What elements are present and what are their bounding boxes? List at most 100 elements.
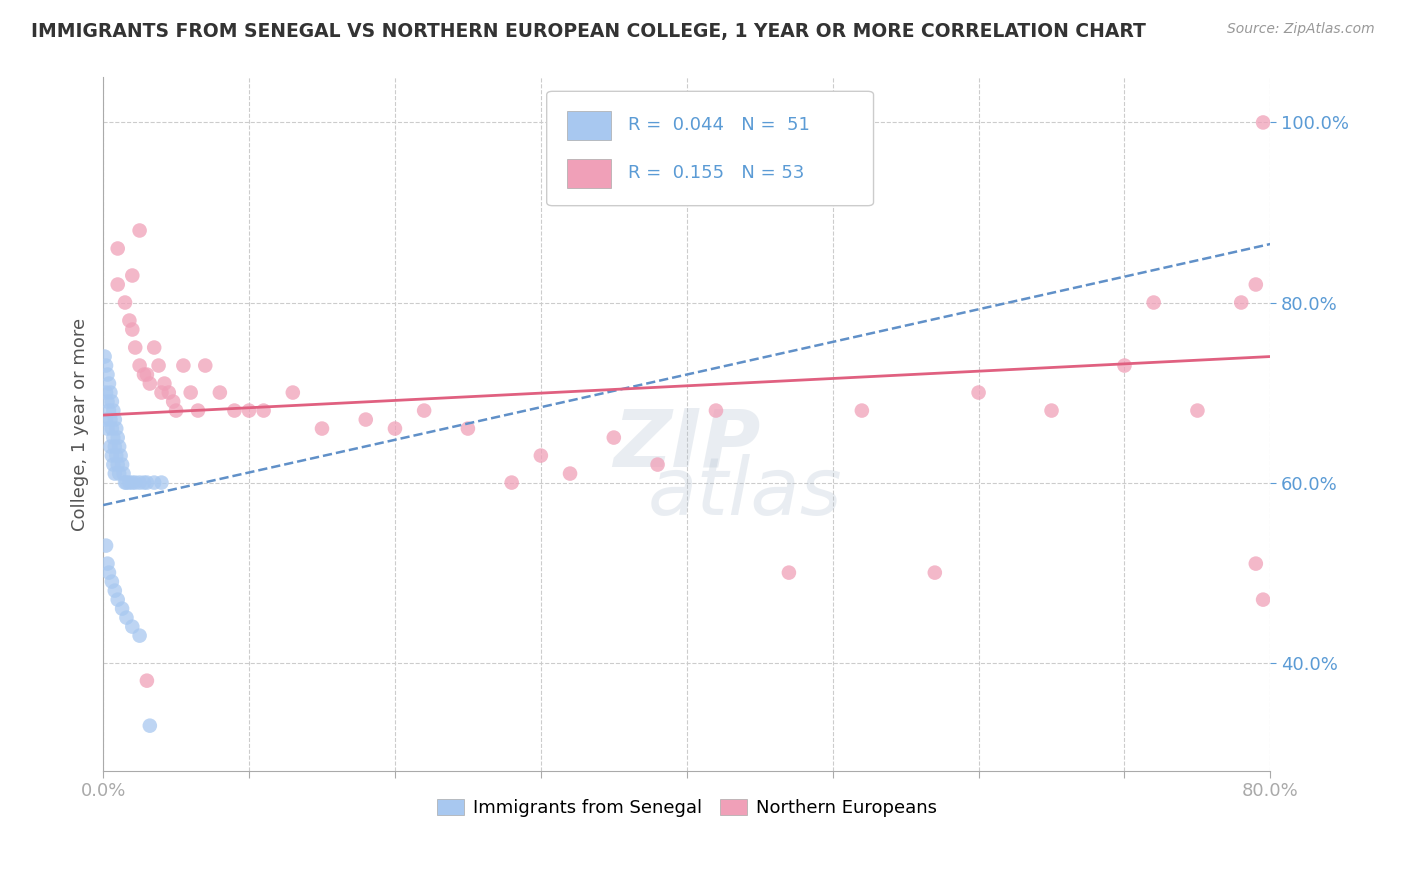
Point — [180, 385, 202, 400]
Point — [107, 242, 129, 256]
Point — [132, 475, 155, 490]
Point — [103, 458, 125, 472]
Point — [647, 458, 669, 472]
Point — [253, 403, 276, 417]
Y-axis label: College, 1 year or more: College, 1 year or more — [72, 318, 89, 531]
Point — [118, 475, 141, 490]
Point — [121, 322, 143, 336]
Point — [105, 449, 128, 463]
Point — [530, 449, 553, 463]
Point — [104, 583, 127, 598]
FancyBboxPatch shape — [567, 160, 610, 188]
Point — [281, 385, 304, 400]
Point — [135, 673, 157, 688]
Point — [124, 341, 146, 355]
Point — [104, 440, 127, 454]
Point — [100, 440, 122, 454]
Point — [139, 376, 162, 391]
Point — [413, 403, 436, 417]
Point — [107, 458, 129, 472]
Point — [93, 350, 115, 364]
Point — [115, 475, 138, 490]
Point — [778, 566, 800, 580]
Point — [121, 268, 143, 283]
Point — [94, 539, 117, 553]
Point — [704, 403, 727, 417]
Point — [172, 359, 194, 373]
FancyBboxPatch shape — [567, 111, 610, 140]
Point — [103, 403, 125, 417]
Point — [118, 313, 141, 327]
Point — [115, 610, 138, 624]
Point — [104, 412, 127, 426]
Point — [105, 421, 128, 435]
Point — [98, 403, 121, 417]
Point — [1114, 359, 1136, 373]
Point — [132, 368, 155, 382]
Point — [114, 295, 136, 310]
Point — [354, 412, 377, 426]
Point — [1244, 557, 1267, 571]
Point — [110, 449, 132, 463]
Point — [121, 620, 143, 634]
Point — [128, 629, 150, 643]
Point — [111, 458, 134, 472]
Point — [148, 359, 170, 373]
Point — [384, 421, 406, 435]
Point — [153, 376, 176, 391]
Point — [108, 440, 131, 454]
Point — [94, 359, 117, 373]
Point — [1230, 295, 1253, 310]
Text: Source: ZipAtlas.com: Source: ZipAtlas.com — [1227, 22, 1375, 37]
Point — [150, 475, 173, 490]
Point — [1040, 403, 1063, 417]
Point — [101, 394, 124, 409]
Point — [1244, 277, 1267, 292]
Point — [194, 359, 217, 373]
Point — [457, 421, 479, 435]
Point — [224, 403, 246, 417]
Point — [96, 368, 118, 382]
Point — [1143, 295, 1166, 310]
Point — [128, 223, 150, 237]
Point — [107, 277, 129, 292]
Point — [100, 412, 122, 426]
Point — [238, 403, 260, 417]
Text: R =  0.044   N =  51: R = 0.044 N = 51 — [628, 116, 810, 134]
Point — [1251, 592, 1274, 607]
Text: atlas: atlas — [648, 454, 842, 533]
Text: R =  0.155   N = 53: R = 0.155 N = 53 — [628, 164, 804, 182]
Point — [135, 475, 157, 490]
Point — [1187, 403, 1209, 417]
Point — [112, 467, 135, 481]
Point — [135, 368, 157, 382]
Point — [111, 601, 134, 615]
Point — [150, 385, 173, 400]
Point — [139, 719, 162, 733]
Point — [311, 421, 333, 435]
Point — [103, 431, 125, 445]
Point — [100, 385, 122, 400]
Point — [94, 385, 117, 400]
Point — [98, 376, 121, 391]
Point — [101, 421, 124, 435]
Point — [104, 467, 127, 481]
Point — [967, 385, 990, 400]
Point — [603, 431, 626, 445]
Point — [96, 394, 118, 409]
Point — [128, 359, 150, 373]
Point — [208, 385, 231, 400]
Point — [1251, 115, 1274, 129]
Point — [101, 449, 124, 463]
Point — [107, 431, 129, 445]
Point — [157, 385, 180, 400]
Point — [98, 566, 121, 580]
Point — [501, 475, 523, 490]
Point — [101, 574, 124, 589]
Point — [143, 341, 166, 355]
Point — [143, 475, 166, 490]
Point — [96, 421, 118, 435]
FancyBboxPatch shape — [547, 91, 873, 206]
Point — [107, 592, 129, 607]
Point — [558, 467, 581, 481]
